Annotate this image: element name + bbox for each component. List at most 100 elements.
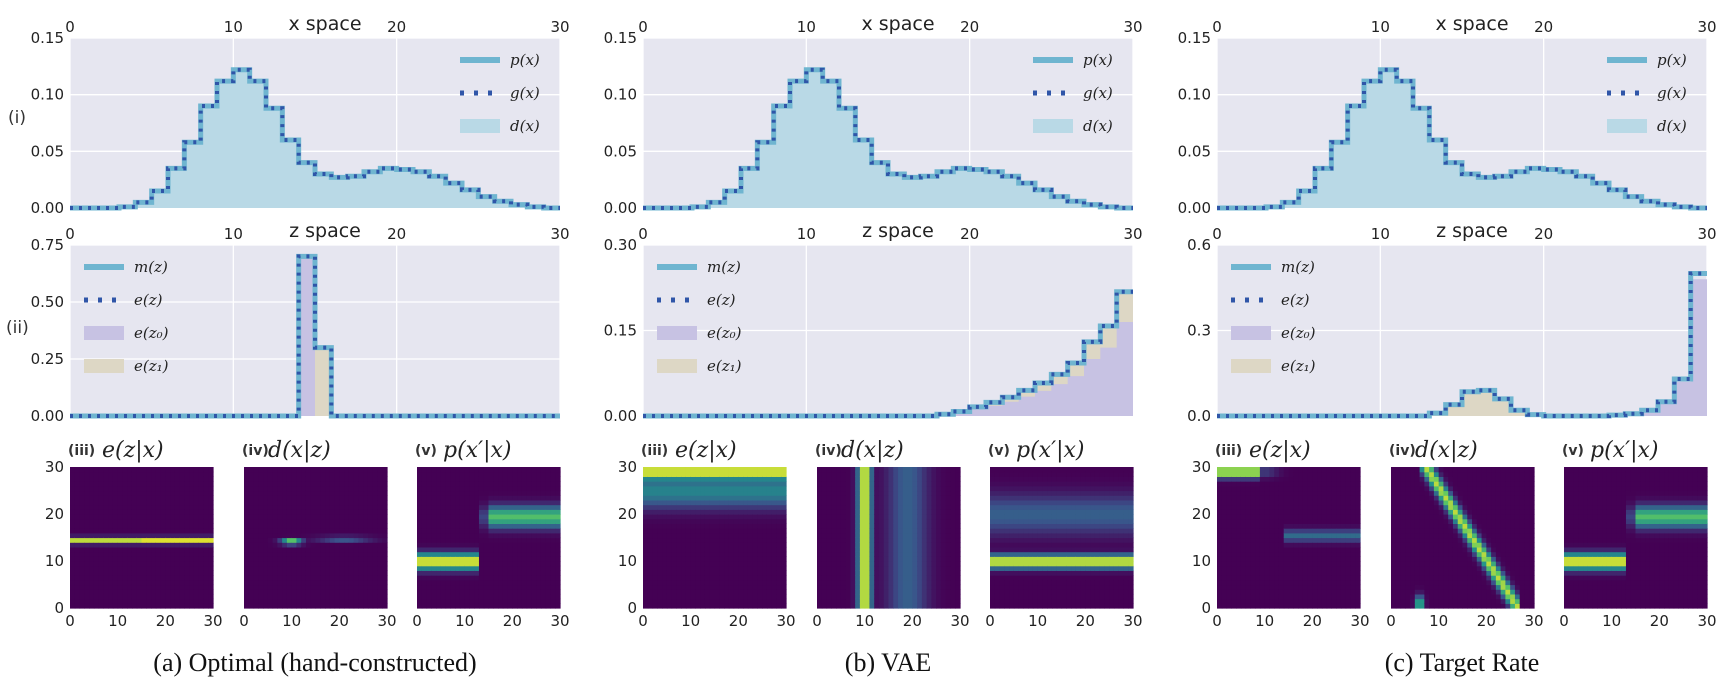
heatmap-cell [459,575,466,581]
heatmap-x-tick: 10 [855,612,874,630]
heatmap-cell [344,485,350,492]
heatmap-cell [1004,528,1010,534]
heatmap-cell [296,579,302,586]
heatmap-cell [1009,579,1015,586]
heatmap-cell [821,570,828,576]
heatmap-cell [325,561,331,567]
heatmap-cell [771,528,778,534]
heatmap-cell [483,565,490,571]
heatmap-cell [339,490,345,496]
heatmap-tag: (iv) [242,443,269,459]
heatmap-cell [136,570,143,576]
heatmap-cell [757,565,763,571]
heatmap-cell [136,514,143,520]
heatmap-cell [526,476,532,482]
heatmap-cell [647,579,654,586]
heatmap-cell [70,485,76,492]
heatmap-cell [367,561,374,567]
heatmap-cell [98,509,104,515]
heatmap-cell [502,561,509,567]
heatmap-cell [286,546,293,553]
heatmap-cell [874,481,880,487]
heatmap-cell [108,467,114,473]
heatmap-cell [817,523,823,529]
heatmap-y-tick: 20 [618,505,637,523]
heatmap-cell [122,495,128,501]
heatmap-cell [955,490,961,496]
heatmap-cell [325,509,331,515]
heatmap-cell [728,509,735,515]
heatmap-cell [184,593,190,600]
heatmap-cell [165,589,171,595]
legend-label: e(z) [707,291,736,309]
heatmap-cell [893,537,899,543]
heatmap-cell [93,481,100,487]
heatmap-cell [752,467,758,473]
heatmap-cell [747,504,754,510]
heatmap-cell [108,476,114,482]
heatmap-cell [184,485,190,492]
heatmap-cell [676,528,682,534]
heatmap-cell [469,523,475,529]
heatmap-cell [690,603,697,609]
heatmap-cell [1009,495,1015,501]
heatmap-cell [781,490,787,496]
heatmap-cell [184,467,190,473]
heatmap-cell [936,518,942,524]
heatmap-cell [84,514,90,520]
heatmap-cell [464,598,471,604]
heatmap-cell [681,495,687,501]
heatmap-cell [353,495,359,501]
heatmap-cell [845,495,851,501]
heatmap-cell [334,476,340,482]
heatmap-cell [301,532,307,539]
heatmap-cell [203,593,209,600]
heatmap-cell [117,556,124,562]
heatmap-cell [108,495,114,501]
heatmap-cell [478,504,485,510]
heatmap-cell [203,546,209,553]
heatmap-cell [1023,589,1029,595]
heatmap-cell [550,485,556,492]
heatmap-cell [869,546,875,553]
heatmap-cell [131,551,138,557]
heatmap-cell [208,499,214,506]
heatmap-cell [931,561,937,567]
heatmap-cell [334,546,340,553]
heatmap-cell [950,603,956,609]
heatmap-cell [478,523,485,529]
heatmap-cell [526,471,532,477]
heatmap-cell [831,579,837,586]
heatmap-cell [950,551,956,557]
heatmap-cell [502,542,509,548]
heatmap-cell [493,518,499,524]
heatmap-cell [329,537,336,543]
heatmap-cell [936,509,942,515]
heatmap-cell [474,579,480,586]
heatmap-cell [950,561,956,567]
heatmap-cell [733,556,739,562]
heatmap-cell [483,485,490,492]
heatmap-cell [826,467,832,473]
heatmap-cell [70,584,76,590]
heatmap-cell [666,471,673,477]
heatmap-cell [315,476,321,482]
heatmap-cell [747,537,754,543]
heatmap-cell [1028,593,1034,600]
heatmap-cell [263,598,269,604]
heatmap-cell [545,528,552,534]
heatmap-cell [878,523,885,529]
heatmap-cell [545,467,552,473]
heatmap-cell [647,565,654,571]
heatmap-cell [79,509,85,515]
heatmap-cell [112,584,119,590]
heatmap-cell [488,589,494,595]
heatmap-cell [258,490,264,496]
heatmap-cell [344,523,350,529]
heatmap-cell [714,603,720,609]
heatmap-cell [700,551,706,557]
heatmap-cell [912,518,918,524]
heatmap-cell [1037,584,1044,590]
heatmap-cell [208,579,214,586]
heatmap-cell [160,551,166,557]
